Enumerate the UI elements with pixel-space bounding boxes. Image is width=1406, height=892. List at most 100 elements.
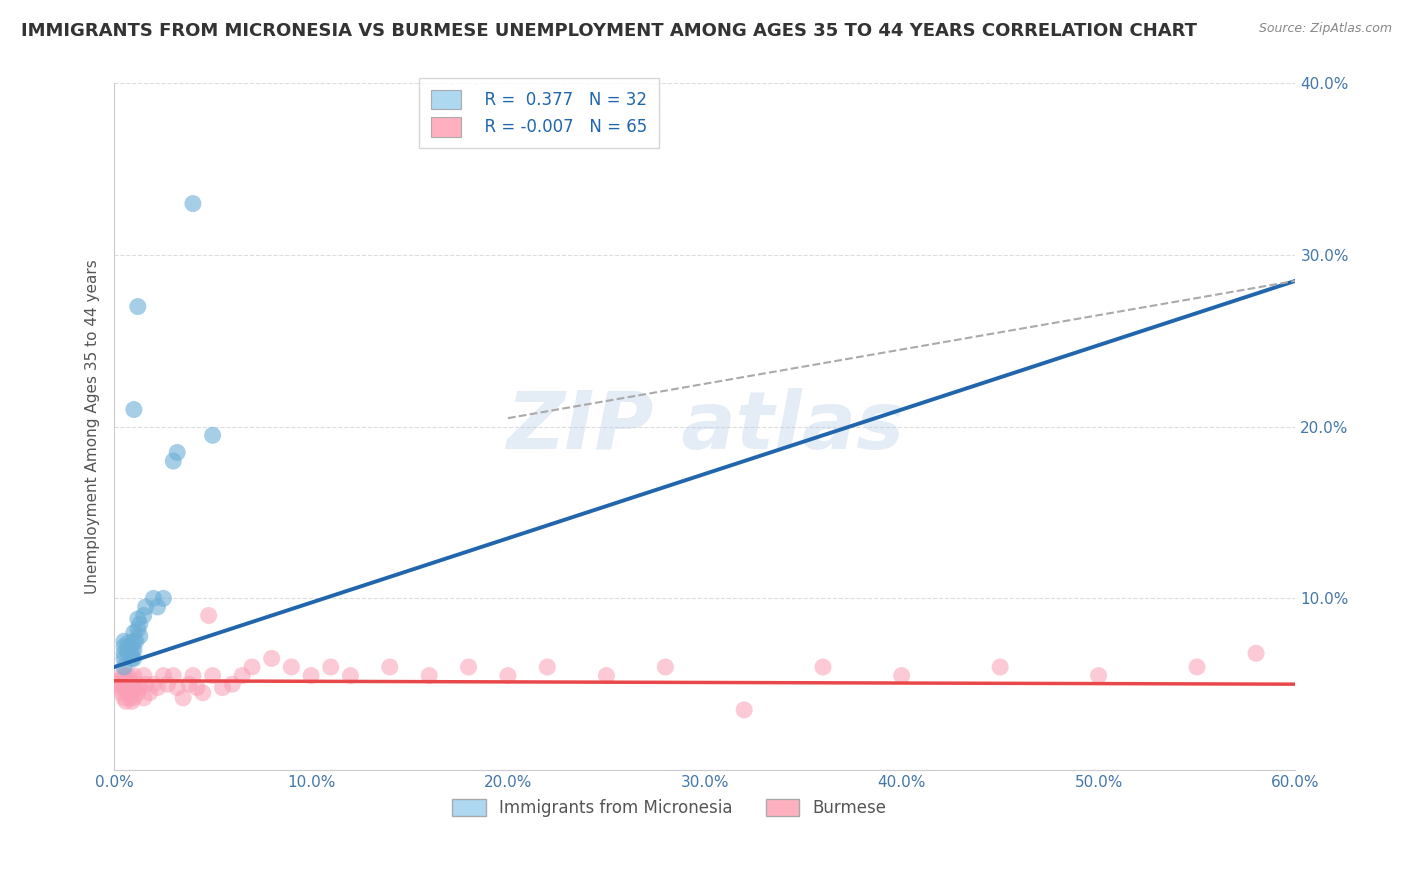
Point [118,690,141,705]
Point [112,646,135,660]
Point [197,608,219,623]
Point [121,694,143,708]
Point [127,677,149,691]
Point [162,454,184,468]
Text: Source: ZipAtlas.com: Source: ZipAtlas.com [1258,22,1392,36]
Point [156,677,179,691]
Point [121,651,143,665]
Point [118,681,141,695]
Point [115,672,138,686]
Point [299,668,322,682]
Point [142,591,165,606]
Point [152,668,174,682]
Point [121,677,143,691]
Point [138,686,160,700]
Point [166,681,188,695]
Point [108,673,131,688]
Point [122,651,145,665]
Point [166,445,188,459]
Point [811,660,834,674]
Point [127,612,149,626]
Point [181,668,204,682]
Point [122,402,145,417]
Point [146,599,169,614]
Point [122,634,145,648]
Point [186,681,208,695]
Point [122,668,145,682]
Point [115,681,138,695]
Point [319,660,342,674]
Legend: Immigrants from Micronesia, Burmese: Immigrants from Micronesia, Burmese [446,792,893,823]
Point [132,690,155,705]
Point [201,668,224,682]
Point [112,660,135,674]
Text: ZIP atlas: ZIP atlas [506,388,904,466]
Point [211,681,233,695]
Point [152,591,174,606]
Point [117,668,139,682]
Point [117,646,139,660]
Point [1185,660,1208,674]
Point [122,690,145,705]
Point [142,677,165,691]
Point [117,643,139,657]
Point [125,634,148,648]
Point [112,634,135,648]
Point [108,681,131,695]
Point [127,300,149,314]
Point [135,599,157,614]
Point [122,625,145,640]
Point [177,677,200,691]
Point [128,629,150,643]
Point [112,640,135,654]
Point [654,660,676,674]
Point [132,668,155,682]
Point [118,672,141,686]
Point [733,703,755,717]
Point [595,668,617,682]
Point [107,677,129,691]
Point [127,622,149,636]
Y-axis label: Unemployment Among Ages 35 to 44 years: Unemployment Among Ages 35 to 44 years [86,260,100,594]
Point [1244,646,1267,660]
Point [128,617,150,632]
Point [339,668,361,682]
Point [240,660,263,674]
Point [221,677,243,691]
Point [260,651,283,665]
Point [146,681,169,695]
Point [118,646,141,660]
Point [890,668,912,682]
Point [457,660,479,674]
Point [128,681,150,695]
Point [191,686,214,700]
Point [162,668,184,682]
Point [117,636,139,650]
Point [112,651,135,665]
Point [172,690,194,705]
Point [122,681,145,695]
Point [121,643,143,657]
Point [112,677,135,691]
Point [201,428,224,442]
Point [111,686,134,700]
Point [280,660,302,674]
Point [988,660,1011,674]
Point [112,690,135,705]
Text: IMMIGRANTS FROM MICRONESIA VS BURMESE UNEMPLOYMENT AMONG AGES 35 TO 44 YEARS COR: IMMIGRANTS FROM MICRONESIA VS BURMESE UN… [21,22,1197,40]
Point [111,668,134,682]
Point [135,677,157,691]
Point [112,668,135,682]
Point [1087,668,1109,682]
Point [231,668,253,682]
Point [117,686,139,700]
Point [127,686,149,700]
Point [378,660,401,674]
Point [418,668,440,682]
Point [118,640,141,654]
Point [496,668,519,682]
Point [117,677,139,691]
Point [115,694,138,708]
Point [181,196,204,211]
Point [132,608,155,623]
